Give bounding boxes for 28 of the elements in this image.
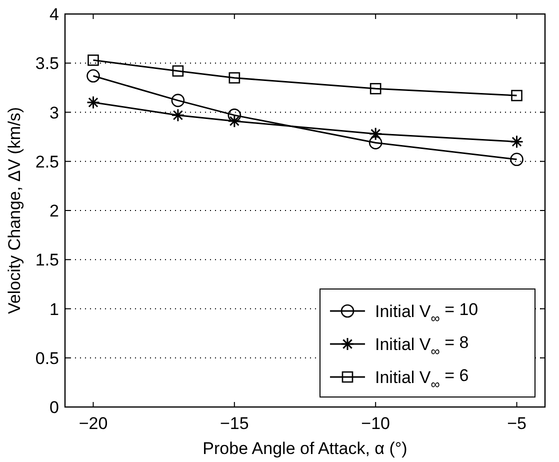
point [368,136,382,150]
y-tick-label: 2 [50,202,59,220]
x-tick-label: −5 [507,414,526,433]
y-tick-label: 2.5 [35,152,59,172]
y-tick-label: 1.5 [35,250,59,270]
x-axis-title: Probe Angle of Attack, α (°) [202,439,408,458]
y-tick-label: 0 [50,398,59,417]
x-tick-label: −15 [220,414,249,433]
y-tick-label: 1 [50,300,59,319]
point [172,65,184,77]
point [171,94,185,108]
point [228,72,240,84]
x-tick-label: −20 [78,414,108,433]
y-tick-label: 3.5 [35,54,59,74]
y-axis-title: Velocity Change, ΔV (km/s) [5,107,24,314]
y-tick-label: 0.5 [35,348,59,368]
point [228,108,242,122]
y-tick-label: 4 [50,5,59,24]
legend-label: Initial V$_{∞}$ = 10 [375,300,478,326]
legend-label: Initial V$_{∞}$ = 6 [375,366,469,392]
point [86,69,100,83]
y-tick-label: 3 [50,103,59,122]
point [510,152,524,166]
point [88,54,99,66]
legend-label: Initial V$_{∞}$ = 8 [375,333,469,359]
point [511,90,522,102]
point [370,83,382,94]
x-tick-label: −10 [361,414,390,433]
